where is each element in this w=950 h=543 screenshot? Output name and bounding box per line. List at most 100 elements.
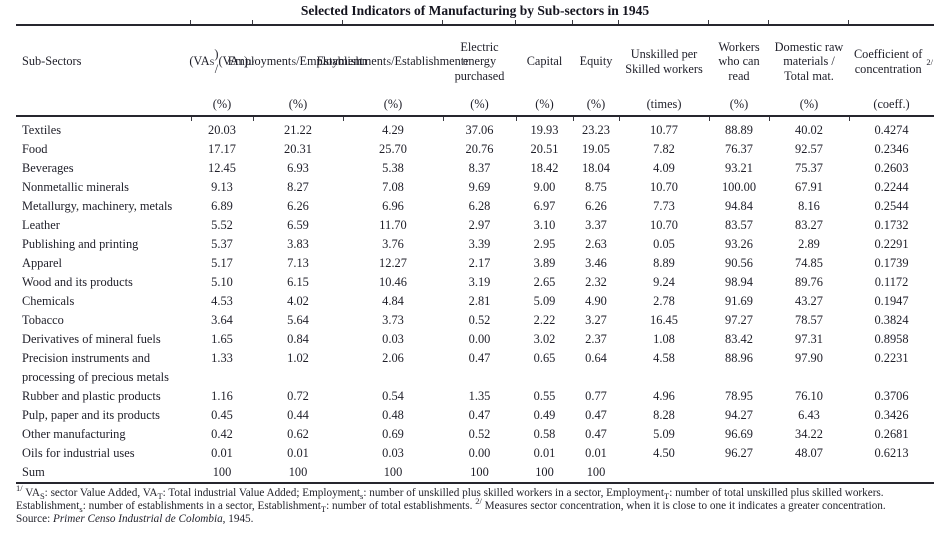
column-tick: [572, 116, 619, 121]
cell: 83.57: [725, 218, 753, 232]
cell: 3.83: [287, 237, 309, 251]
cell: 96.69: [725, 427, 753, 441]
cell: 88.96: [725, 351, 753, 365]
cell: 93.26: [725, 237, 753, 251]
cell: 0.00: [468, 332, 491, 346]
column-tick: [342, 20, 343, 24]
cell: 3.76: [382, 237, 404, 251]
cell: 2.17: [468, 256, 491, 270]
cell: 97.31: [795, 332, 823, 346]
cell: 7.73: [653, 199, 675, 213]
cell: 25.70: [379, 142, 407, 156]
cell: 43.27: [795, 294, 823, 308]
cell: 10.70: [650, 218, 678, 232]
cell: 4.09: [653, 161, 675, 175]
cell: 19.93: [530, 123, 559, 137]
cell: 4.29: [382, 123, 404, 137]
cell: 0.45: [211, 408, 233, 422]
cell: 0.49: [533, 408, 556, 422]
cell: 9.13: [211, 180, 233, 194]
column-header-equity: Equity (%): [573, 25, 619, 117]
column-header-coefficient-of-concentration: Coefficient of concentration 2/ (coeff.): [849, 25, 934, 117]
cell: 20.51: [530, 142, 559, 156]
cell: 0.4274: [874, 123, 909, 137]
table-row: Precision instruments and processing of …: [16, 349, 934, 387]
column-unit: (%): [470, 97, 489, 111]
column-label: Establishment S / Establishment T: [316, 54, 470, 69]
cell: 100: [470, 465, 489, 479]
table-row: Nonmetallic minerals 9.13 8.27 7.08 9.69 9.00…: [16, 178, 934, 197]
cell: 5.64: [287, 313, 309, 327]
cell: 8.16: [798, 199, 820, 213]
row-label: Derivatives of mineral fuels: [22, 332, 161, 346]
cell: 0.65: [533, 351, 556, 365]
table-row: Apparel 5.17 7.13 12.27 2.17 3.89 3.46 8.89 90.5…: [16, 254, 934, 273]
row-label: Rubber and plastic products: [22, 389, 161, 403]
cell: 6.59: [287, 218, 309, 232]
column-tick: [708, 20, 709, 24]
cell: 7.13: [287, 256, 309, 270]
cell: 20.03: [208, 123, 236, 137]
cell: 0.47: [468, 351, 491, 365]
column-unit: (%): [383, 97, 403, 111]
cell: 4.58: [653, 351, 675, 365]
column-header-workers-who-can-read: Workers who can read (%): [709, 25, 769, 117]
cell: 67.91: [795, 180, 823, 194]
column-label: Capital: [526, 54, 563, 69]
cell: 94.84: [725, 199, 753, 213]
cell: 18.42: [530, 161, 559, 175]
cell: 2.78: [653, 294, 675, 308]
column-unit: (coeff.): [873, 97, 910, 111]
row-label: Metallurgy, machinery, metals: [22, 199, 173, 213]
cell: 0.3426: [874, 408, 909, 422]
column-tick: [515, 20, 516, 24]
cell: 0.54: [382, 389, 404, 403]
table-row: Chemicals 4.53 4.02 4.84 2.81 5.09 4.90 2.78 91.…: [16, 292, 934, 311]
cell: 12.27: [379, 256, 407, 270]
table-row: Metallurgy, machinery, metals 6.89 6.26 6.9…: [16, 197, 934, 216]
cell: 0.47: [585, 408, 607, 422]
table-row: Publishing and printing 5.37 3.83 3.76 3.39 2…: [16, 235, 934, 254]
cell: 0.2681: [874, 427, 909, 441]
cell: 0.1732: [874, 218, 909, 232]
cell: 100: [586, 465, 606, 479]
column-label: Electric energy purchased: [454, 39, 505, 83]
column-label: Domestic raw materials / Total mat.: [774, 39, 844, 83]
cell: 0.62: [287, 427, 309, 441]
row-label: Beverages: [22, 161, 74, 175]
cell: 6.89: [211, 199, 233, 213]
cell: 9.00: [533, 180, 556, 194]
cell: 78.95: [725, 389, 753, 403]
cell: 6.28: [468, 199, 491, 213]
cell: 1.35: [468, 389, 491, 403]
cell: 89.76: [795, 275, 823, 289]
row-label: Nonmetallic minerals: [22, 180, 130, 194]
cell: 0.64: [585, 351, 607, 365]
table-header: Sub-Sectors (VA S) / (VA T) 1/(%) Employment S /…: [16, 25, 934, 117]
cell: 5.37: [211, 237, 233, 251]
footnotes: 1/ VAS: sector Value Added, VAT: Total i…: [16, 483, 932, 527]
cell: 0.01: [211, 446, 233, 460]
column-header-domestic-raw-materials: Domestic raw materials / Total mat. (%): [769, 25, 849, 117]
cell: 88.89: [725, 123, 753, 137]
column-header-establishment-share: Establishment S / Establishment T (%): [316, 25, 470, 117]
cell: 7.82: [653, 142, 675, 156]
cell: 76.10: [795, 389, 823, 403]
column-unit: (%): [586, 97, 606, 111]
cell: 48.07: [795, 446, 823, 460]
column-tick: [618, 116, 709, 121]
footnote-definitions: 1/ VAS: sector Value Added, VAT: Total i…: [16, 483, 886, 515]
cell: 9.24: [653, 275, 675, 289]
cell: 74.85: [795, 256, 823, 270]
cell: 3.46: [585, 256, 607, 270]
cell: 0.8958: [874, 332, 909, 346]
cell: 2.32: [585, 275, 607, 289]
row-label: Other manufacturing: [22, 427, 126, 441]
cell: 0.2346: [874, 142, 909, 156]
column-tick: [848, 116, 934, 121]
cell: [709, 463, 769, 483]
source-line: Source: Primer Censo Industrial de Colom…: [16, 513, 254, 526]
cell: 4.53: [211, 294, 233, 308]
cell: 2.95: [533, 237, 556, 251]
